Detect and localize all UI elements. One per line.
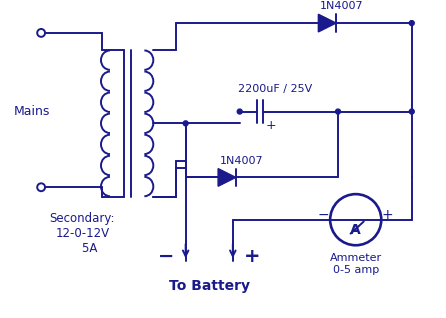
Text: Secondary:
12-0-12V
    5A: Secondary: 12-0-12V 5A bbox=[50, 212, 115, 255]
Text: A: A bbox=[351, 223, 361, 237]
Text: 1N4007: 1N4007 bbox=[220, 156, 264, 166]
Circle shape bbox=[409, 109, 414, 114]
Text: −: − bbox=[158, 246, 174, 266]
Circle shape bbox=[237, 109, 242, 114]
Text: +: + bbox=[381, 208, 393, 222]
Circle shape bbox=[183, 121, 188, 126]
Text: −: − bbox=[318, 208, 329, 222]
Text: +: + bbox=[244, 246, 261, 266]
Text: Mains: Mains bbox=[14, 105, 50, 118]
Circle shape bbox=[409, 21, 414, 25]
Polygon shape bbox=[218, 169, 236, 186]
Text: 2200uF / 25V: 2200uF / 25V bbox=[238, 84, 312, 94]
Circle shape bbox=[335, 109, 340, 114]
Text: To Battery: To Battery bbox=[169, 279, 250, 293]
Text: Ammeter
0-5 amp: Ammeter 0-5 amp bbox=[330, 253, 382, 275]
Polygon shape bbox=[318, 14, 336, 32]
Text: 1N4007: 1N4007 bbox=[320, 1, 364, 11]
Text: +: + bbox=[265, 119, 276, 132]
